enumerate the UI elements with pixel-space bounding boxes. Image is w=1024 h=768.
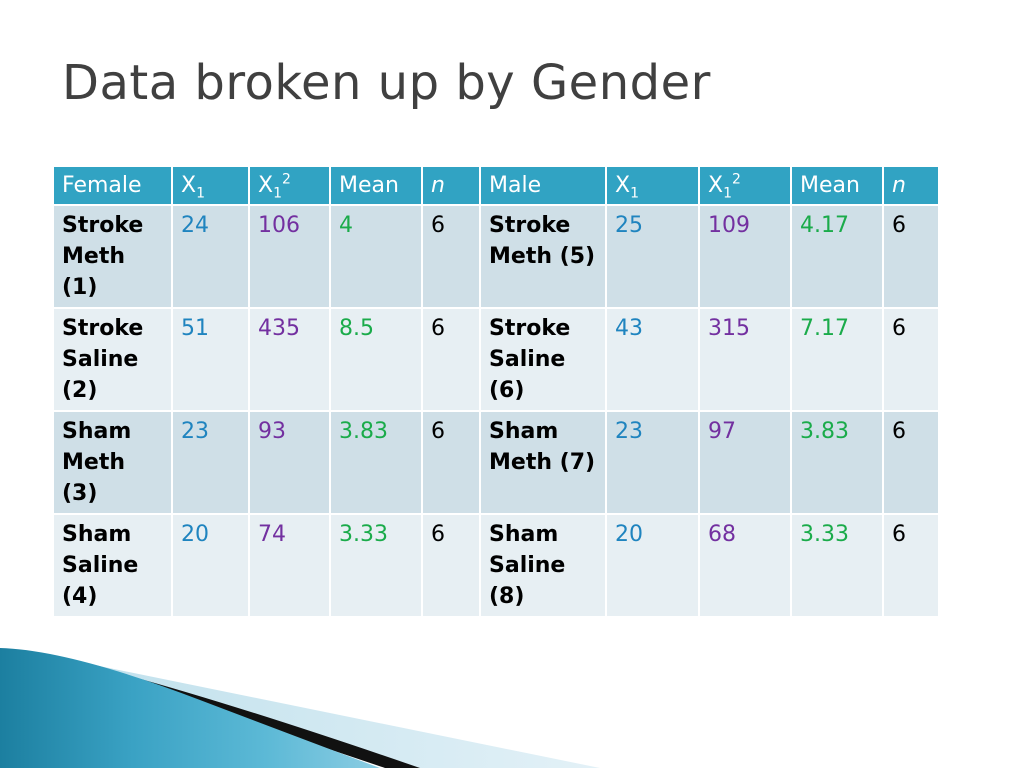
female-x1-cell: 20	[171, 513, 250, 618]
female-x1-squared-cell: 93	[248, 410, 331, 515]
slide-title: Data broken up by Gender	[62, 55, 711, 111]
female-mean-cell: 8.5	[329, 307, 423, 412]
male-x1-squared-cell: 109	[698, 204, 792, 309]
male-mean-cell: 3.33	[790, 513, 884, 618]
header-x1-base: X	[615, 173, 631, 198]
header-x1-sub: 1	[196, 185, 205, 202]
table-header-row: Female X1 X12 Mean n Male X1 X12 Mean n	[52, 165, 940, 206]
header-male: Male	[479, 165, 607, 206]
corner-swoosh-decoration	[0, 648, 600, 768]
female-n-cell: 6	[421, 307, 481, 412]
pale-blue-wedge	[60, 658, 600, 768]
header-x1sq-sub: 1	[273, 185, 282, 202]
male-x1-squared-cell: 315	[698, 307, 792, 412]
male-mean-cell: 3.83	[790, 410, 884, 515]
table-row: Sham Saline (4) 20 74 3.33 6 Sham Saline…	[52, 513, 940, 618]
header-x1-sub: 1	[630, 185, 639, 202]
female-n-cell: 6	[421, 513, 481, 618]
header-female-n: n	[421, 165, 481, 206]
header-male-x1: X1	[605, 165, 700, 206]
male-mean-cell: 7.17	[790, 307, 884, 412]
male-group-label: Sham Meth (7)	[479, 410, 607, 515]
male-x1-squared-cell: 68	[698, 513, 792, 618]
male-group-label: Sham Saline (8)	[479, 513, 607, 618]
header-x1sq-sup: 2	[732, 171, 741, 188]
male-x1-cell: 43	[605, 307, 700, 412]
female-x1-cell: 24	[171, 204, 250, 309]
header-x1sq-base: X	[258, 173, 274, 198]
male-x1-cell: 23	[605, 410, 700, 515]
table-row: Stroke Meth (1) 24 106 4 6 Stroke Meth (…	[52, 204, 940, 309]
header-male-x1-squared: X12	[698, 165, 792, 206]
male-x1-cell: 20	[605, 513, 700, 618]
female-mean-cell: 4	[329, 204, 423, 309]
header-x1sq-sub: 1	[723, 185, 732, 202]
female-group-label: Stroke Saline (2)	[52, 307, 173, 412]
male-x1-squared-cell: 97	[698, 410, 792, 515]
header-female: Female	[52, 165, 173, 206]
header-x1-base: X	[181, 173, 197, 198]
male-mean-cell: 4.17	[790, 204, 884, 309]
header-female-mean: Mean	[329, 165, 423, 206]
header-male-n: n	[882, 165, 940, 206]
female-x1-squared-cell: 74	[248, 513, 331, 618]
female-mean-cell: 3.83	[329, 410, 423, 515]
male-n-cell: 6	[882, 204, 940, 309]
header-x1sq-base: X	[708, 173, 724, 198]
blue-swoosh	[0, 648, 380, 768]
female-group-label: Stroke Meth (1)	[52, 204, 173, 309]
male-x1-cell: 25	[605, 204, 700, 309]
female-group-label: Sham Meth (3)	[52, 410, 173, 515]
male-n-cell: 6	[882, 307, 940, 412]
table-row: Sham Meth (3) 23 93 3.83 6 Sham Meth (7)…	[52, 410, 940, 515]
female-x1-cell: 23	[171, 410, 250, 515]
male-group-label: Stroke Meth (5)	[479, 204, 607, 309]
female-x1-squared-cell: 435	[248, 307, 331, 412]
table-row: Stroke Saline (2) 51 435 8.5 6 Stroke Sa…	[52, 307, 940, 412]
male-n-cell: 6	[882, 410, 940, 515]
gender-data-table: Female X1 X12 Mean n Male X1 X12 Mean n …	[52, 165, 940, 618]
header-x1sq-sup: 2	[282, 171, 291, 188]
female-mean-cell: 3.33	[329, 513, 423, 618]
header-female-x1-squared: X12	[248, 165, 331, 206]
header-female-x1: X1	[171, 165, 250, 206]
female-group-label: Sham Saline (4)	[52, 513, 173, 618]
female-x1-cell: 51	[171, 307, 250, 412]
header-male-mean: Mean	[790, 165, 884, 206]
male-group-label: Stroke Saline (6)	[479, 307, 607, 412]
female-n-cell: 6	[421, 204, 481, 309]
female-x1-squared-cell: 106	[248, 204, 331, 309]
male-n-cell: 6	[882, 513, 940, 618]
female-n-cell: 6	[421, 410, 481, 515]
